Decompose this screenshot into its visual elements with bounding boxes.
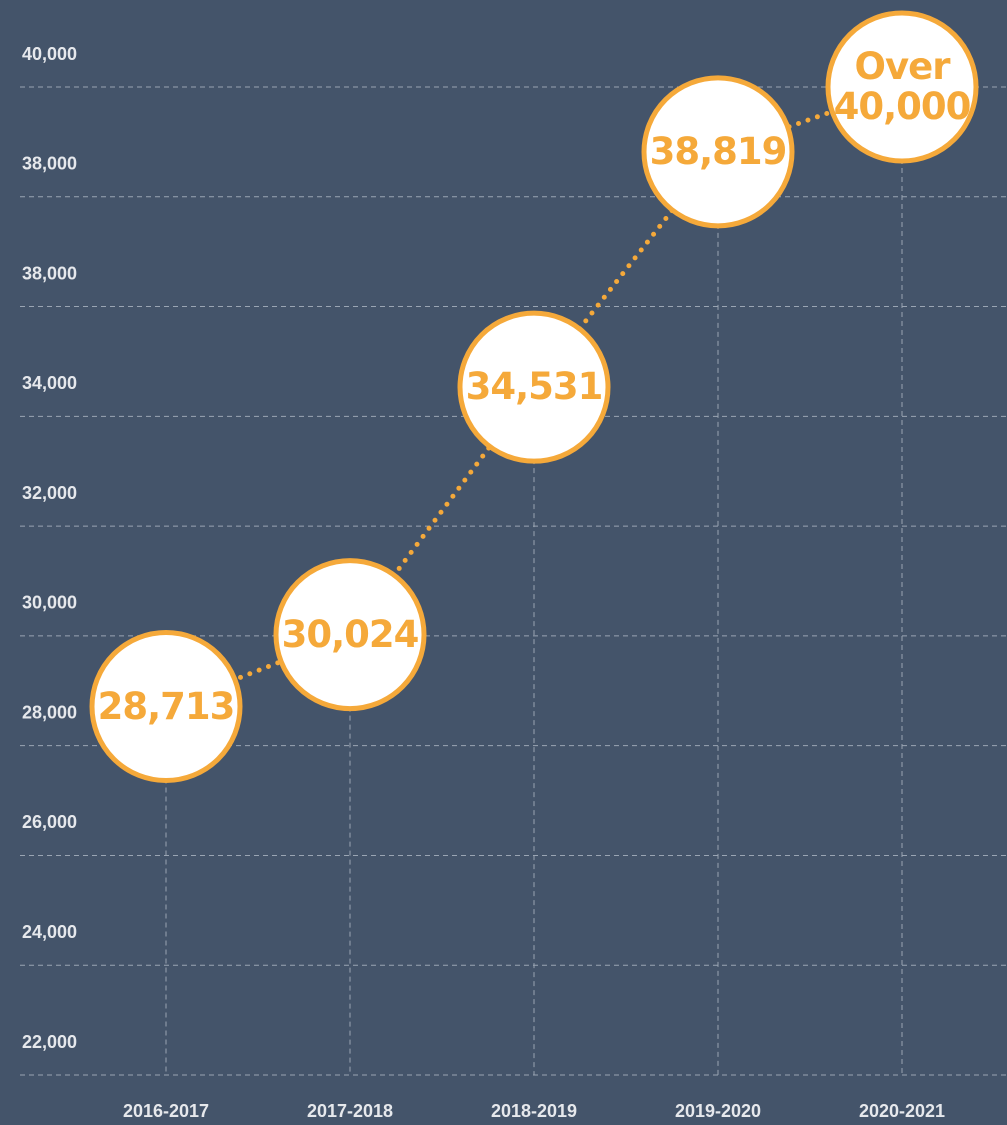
data-label: 38,819 [649, 129, 788, 173]
x-tick-label: 2017-2018 [307, 1101, 393, 1121]
bubble-label-box: 34,531 [465, 365, 604, 409]
y-tick-label: 40,000 [22, 44, 77, 64]
bubble-label-box: 38,819 [649, 129, 788, 173]
y-tick-label: 22,000 [22, 1032, 77, 1052]
bubble-label-box: 28,713 [97, 684, 236, 728]
bubble-label-box: Over 40,000 [833, 45, 972, 128]
bubble [273, 558, 427, 712]
y-tick-label: 38,000 [22, 263, 77, 283]
bubble [89, 630, 243, 784]
y-tick-label: 32,000 [22, 483, 77, 503]
y-tick-label: 24,000 [22, 922, 77, 942]
grid-layer [20, 86, 1007, 1076]
bubble [457, 310, 611, 464]
bubble [825, 10, 979, 164]
y-tick-label: 26,000 [22, 812, 77, 832]
bubble-label-box: 30,024 [281, 612, 420, 656]
data-label: 34,531 [465, 365, 604, 409]
x-tick-label: 2020-2021 [859, 1101, 945, 1121]
data-label: 28,713 [97, 684, 236, 728]
y-tick-label: 30,000 [22, 593, 77, 613]
y-tick-label: 28,000 [22, 702, 77, 722]
x-tick-label: 2019-2020 [675, 1101, 761, 1121]
x-tick-label: 2016-2017 [123, 1101, 209, 1121]
bubble [641, 75, 795, 229]
x-tick-label: 2018-2019 [491, 1101, 577, 1121]
data-label: Over 40,000 [833, 45, 972, 128]
data-label: 30,024 [281, 612, 420, 656]
y-tick-label: 34,000 [22, 373, 77, 393]
y-tick-label: 38,000 [22, 154, 77, 174]
